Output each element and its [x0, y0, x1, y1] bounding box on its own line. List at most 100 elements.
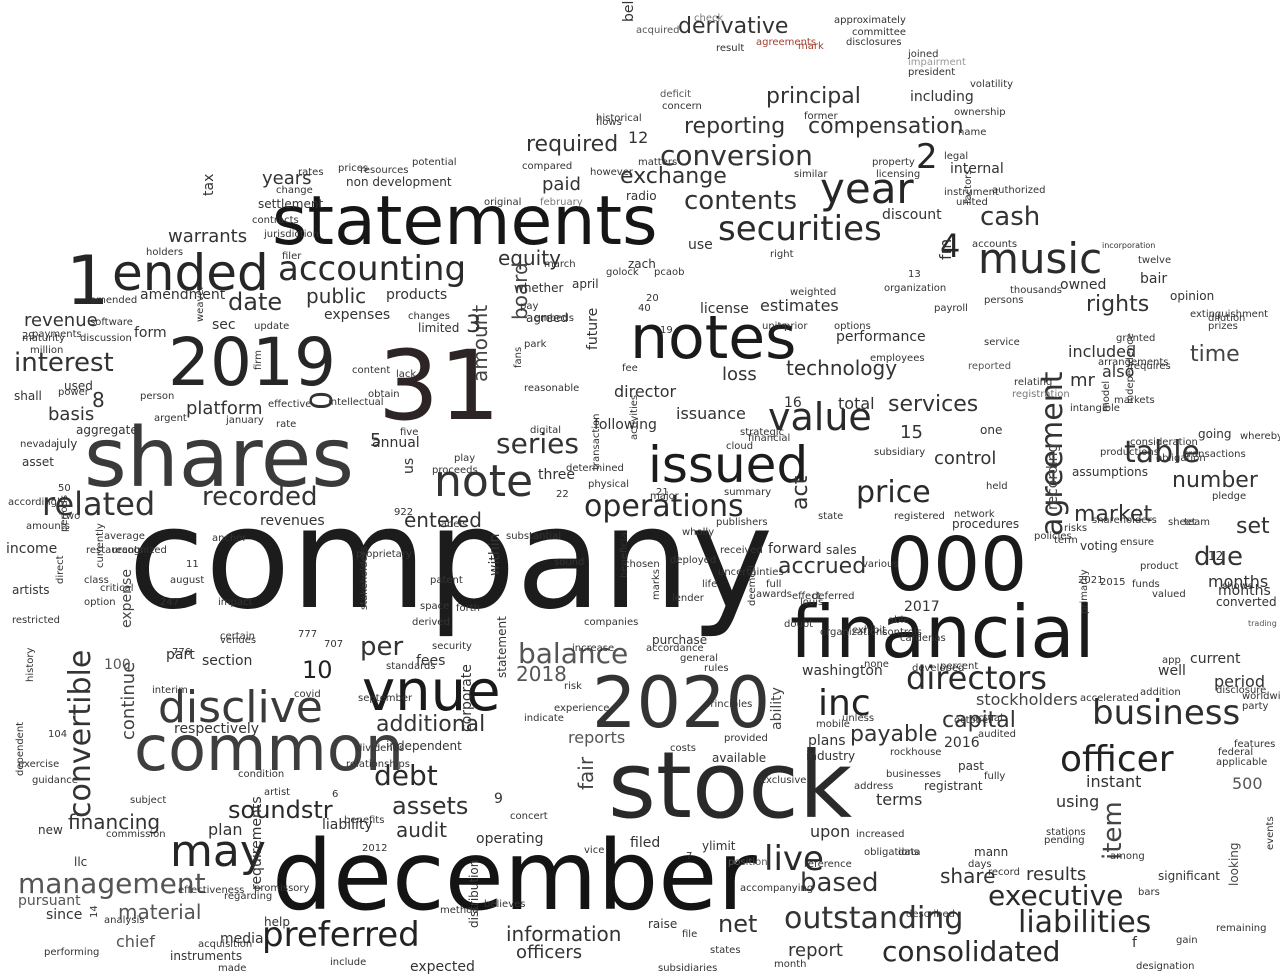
word-liability: liability: [322, 817, 373, 833]
word-forward: forward: [768, 541, 822, 557]
word-performing: performing: [44, 947, 100, 958]
word-vice: vice: [584, 845, 605, 856]
word-agreed: agreed: [526, 311, 569, 325]
word-reporting: reporting: [684, 114, 786, 139]
word-dilution: dilution: [1208, 313, 1246, 324]
word-recorded: recorded: [202, 482, 318, 512]
word-beneficial: beneficial: [619, 529, 630, 578]
word-instrument: instrument: [944, 187, 999, 198]
word-average: average: [104, 531, 145, 542]
word-related: related: [42, 485, 156, 523]
word-price: price: [856, 475, 931, 510]
word-obtain: obtain: [368, 389, 400, 400]
word-history: history: [25, 647, 36, 682]
word-continue: continue: [118, 661, 139, 740]
word-determined: determined: [566, 463, 624, 474]
word-services: services: [888, 392, 979, 417]
word-3: 3: [466, 310, 482, 338]
word-february: february: [540, 197, 583, 208]
word-life: life: [702, 579, 718, 590]
word-14: 14: [89, 905, 100, 918]
word-independence: independence: [1125, 333, 1136, 404]
word-volatility: volatility: [970, 79, 1014, 90]
word-august: august: [170, 575, 205, 586]
word-amendment: amendment: [140, 287, 226, 303]
word-major: major: [650, 491, 679, 502]
word-control: control: [934, 448, 997, 469]
word-markets: markets: [1114, 395, 1155, 406]
word-revenues: revenues: [260, 513, 325, 529]
word-indicate: indicate: [524, 713, 564, 724]
word-provided: provided: [724, 733, 768, 744]
word-filer: filer: [282, 251, 302, 262]
word-fans: fans: [513, 346, 524, 368]
word-expenses: expenses: [324, 307, 391, 323]
word-argent: argent: [154, 413, 187, 424]
word-raise: raise: [648, 917, 678, 931]
word-transactions: transactions: [1184, 449, 1246, 460]
word-use: use: [688, 237, 713, 253]
word-standards: standards: [386, 661, 436, 672]
word-6: 6: [332, 789, 339, 800]
word-note: note: [434, 456, 534, 507]
word-exchange: exchange: [620, 164, 727, 189]
word-within: within: [487, 533, 503, 576]
word-nevada: nevada: [20, 439, 58, 450]
word-based: based: [800, 868, 879, 898]
word-transaction: transaction: [591, 413, 602, 471]
word-principles: principles: [704, 699, 753, 710]
word-made: made: [218, 963, 247, 974]
word-payable: payable: [850, 722, 938, 747]
word-weaver: weaver: [195, 285, 206, 322]
word-april: april: [572, 277, 599, 291]
word-common: common: [134, 712, 405, 785]
word-features: features: [1234, 739, 1276, 750]
word-golock: golock: [606, 267, 639, 278]
word-risks: risks: [1064, 523, 1088, 534]
word-cardenas: cardenas: [900, 633, 946, 644]
word-used: used: [64, 379, 93, 393]
word-units: units: [762, 321, 787, 332]
word-mann: mann: [974, 845, 1009, 859]
word-prices: prices: [338, 163, 369, 174]
word-audited: audited: [978, 729, 1017, 740]
word-subsidiaries: subsidiaries: [658, 963, 718, 974]
word-jurisdiction: jurisdiction: [264, 229, 319, 240]
word-productions: productions: [1100, 447, 1159, 458]
word-authorized: authorized: [992, 185, 1046, 196]
word-license: license: [700, 301, 749, 317]
word-8: 8: [92, 388, 105, 412]
word-exhibit: exhibit: [852, 625, 887, 636]
word-value: value: [768, 395, 872, 439]
word-stock: stock: [608, 732, 853, 839]
word-service: service: [984, 337, 1020, 348]
word-whether: whether: [514, 281, 564, 295]
word-notes: notes: [630, 303, 797, 373]
word-contents: contents: [684, 186, 798, 216]
word-network: network: [954, 509, 995, 520]
word-776: 776: [172, 647, 192, 658]
word-19: 19: [660, 325, 673, 336]
word-check: check: [694, 13, 724, 24]
word-outstanding: outstanding: [784, 901, 964, 936]
word-owned: owned: [1060, 277, 1107, 293]
word-ownership: ownership: [954, 107, 1006, 118]
word-subsidiary: subsidiary: [874, 447, 926, 458]
word-team: team: [1184, 517, 1210, 528]
word-relating: relating: [1014, 377, 1053, 388]
word-expected: expected: [410, 959, 475, 975]
word-audit: audit: [396, 818, 448, 842]
word-addition: addition: [1140, 687, 1181, 698]
word-labels: labels: [438, 519, 468, 530]
word-industry: industry: [806, 749, 856, 763]
word-13: 13: [908, 269, 921, 280]
word-basis: basis: [48, 404, 95, 425]
word-impairment: impairment: [908, 57, 966, 68]
word-table: table: [1124, 435, 1200, 470]
word-proprietary: proprietary: [356, 549, 412, 560]
word-31: 31: [378, 330, 501, 442]
word-corporate: corporate: [459, 664, 475, 732]
word-increased: increased: [856, 829, 905, 840]
word-weighted: weighted: [790, 287, 837, 298]
word-fully: fully: [984, 771, 1006, 782]
